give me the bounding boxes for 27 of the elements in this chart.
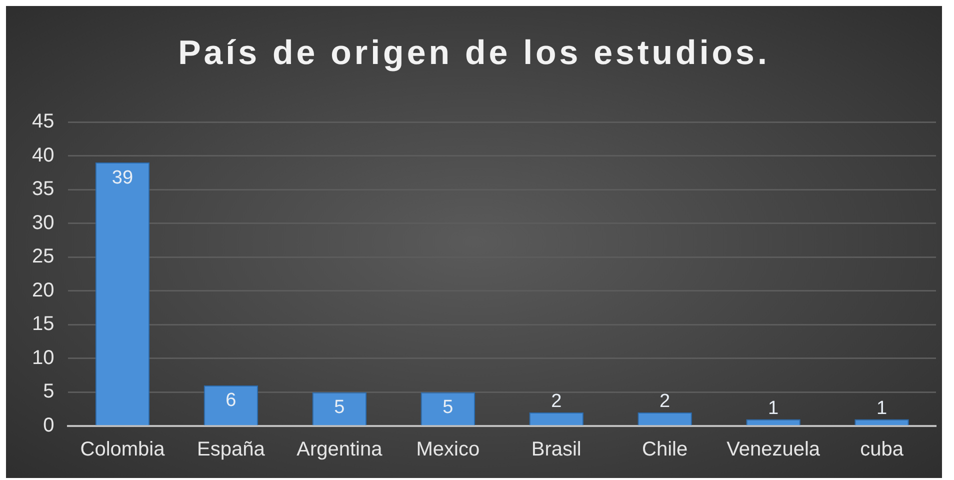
x-tick-label: España xyxy=(197,438,266,461)
data-label: 5 xyxy=(442,396,454,418)
y-tick-label: 0 xyxy=(43,414,54,437)
data-label: 6 xyxy=(226,390,236,412)
data-label: 5 xyxy=(334,396,345,418)
data-label: 2 xyxy=(660,391,670,412)
y-tick-label: 30 xyxy=(32,212,54,234)
y-tick-label: 20 xyxy=(32,279,54,302)
x-tick-label: Argentina xyxy=(296,438,384,461)
y-tick-label: 35 xyxy=(32,178,54,200)
y-tick-label: 40 xyxy=(32,144,54,166)
data-label: 39 xyxy=(112,167,134,188)
x-tick-label: Chile xyxy=(642,438,688,461)
y-tick-label: 10 xyxy=(32,346,54,369)
data-label: 1 xyxy=(768,398,779,419)
x-tick-label: Venezuela xyxy=(726,438,821,461)
x-tick-label: Mexico xyxy=(416,438,480,461)
x-tick-label: Brasil xyxy=(531,438,582,461)
y-tick-label: 25 xyxy=(32,246,54,268)
x-tick-label: Colombia xyxy=(80,438,166,461)
chart-title: País de origen de los estudios. xyxy=(177,34,771,73)
data-label: 1 xyxy=(876,398,888,419)
y-tick-label: 15 xyxy=(32,313,54,336)
y-tick-label: 5 xyxy=(43,380,54,403)
y-tick-label: 45 xyxy=(32,110,54,133)
data-label: 2 xyxy=(551,391,562,412)
x-tick-label: cuba xyxy=(860,438,904,461)
